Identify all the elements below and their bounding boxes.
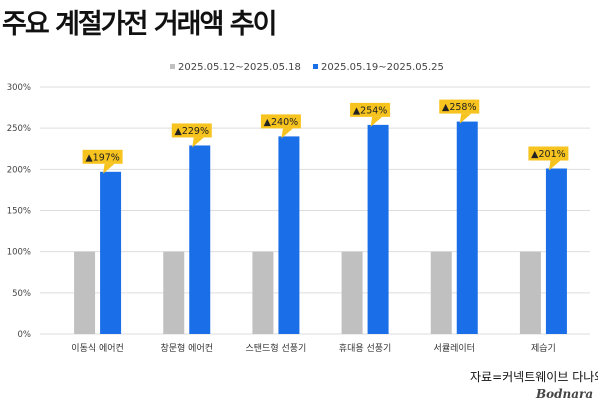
callout-box: [82, 149, 123, 164]
x-axis: 이동식 에어컨 창문형 에어컨 스탠드형 선풍기 휴대용 선풍기 서큘레이터 제습기: [71, 343, 556, 354]
data-label-callouts: ▲197% ▲229% ▲240% ▲254% ▲258% ▲201%: [82, 99, 569, 174]
bar-series-2: [278, 136, 300, 334]
callout-box: [260, 114, 301, 129]
callout-pointer: [192, 137, 204, 148]
callout-box: [439, 99, 480, 114]
y-tick-label: 200%: [7, 165, 31, 175]
x-tick-label: 휴대용 선풍기: [339, 343, 392, 354]
y-tick-label: 50%: [12, 289, 31, 299]
legend-label: 2025.05.12~2025.05.18: [178, 62, 301, 73]
callout-pointer: [459, 113, 472, 124]
x-tick-label: 제습기: [531, 343, 556, 354]
callout-pointer: [281, 128, 293, 139]
bar-series-2: [367, 124, 389, 334]
data-label: ▲229%: [175, 126, 209, 137]
callout-pointer: [370, 116, 383, 127]
watermark-logo: Bodnara: [536, 387, 594, 401]
data-label: ▲201%: [531, 149, 565, 160]
y-tick-label: 250%: [7, 124, 31, 134]
y-tick-label: 0%: [18, 330, 32, 340]
y-tick-label: 300%: [7, 83, 31, 93]
x-tick-label: 이동식 에어컨: [71, 343, 124, 354]
callout-box: [350, 102, 391, 117]
callout-pointer: [103, 163, 115, 174]
bar-series-1: [519, 251, 541, 334]
x-tick-label: 서큘레이터: [434, 343, 475, 354]
bar-series-2: [545, 168, 567, 334]
bar-series-1: [430, 251, 452, 334]
legend-label: 2025.05.19~2025.05.25: [321, 62, 444, 73]
y-tick-label: 150%: [7, 207, 31, 217]
data-label: ▲254%: [353, 105, 387, 116]
bar-series-2: [456, 121, 478, 334]
bar-series-2: [100, 171, 122, 334]
data-label: ▲240%: [264, 117, 298, 128]
data-label: ▲197%: [85, 152, 119, 163]
bar-series-1: [163, 251, 185, 334]
legend: 2025.05.12~2025.05.18 2025.05.19~2025.05.…: [170, 62, 444, 73]
x-tick-label: 창문형 에어컨: [160, 343, 213, 354]
x-tick-label: 스탠드형 선풍기: [246, 343, 307, 354]
callout-box: [171, 123, 212, 138]
y-axis: 0% 50% 100% 150% 200% 250% 300%: [7, 83, 31, 340]
bar-series-1: [341, 251, 363, 334]
gridlines: [40, 86, 590, 335]
bars: [74, 121, 567, 334]
page-title: 주요 계절가전 거래액 추이: [2, 9, 277, 40]
bar-series-1: [74, 251, 96, 334]
callout-box: [528, 146, 569, 161]
bar-series-1: [252, 251, 274, 334]
legend-swatch: [170, 64, 175, 69]
data-label: ▲258%: [442, 102, 476, 113]
callout-pointer: [548, 160, 561, 171]
legend-swatch: [313, 64, 318, 69]
y-tick-label: 100%: [7, 248, 31, 258]
bar-series-2: [189, 145, 211, 334]
source-note: 자료=커넥트웨이브 다나와: [470, 370, 598, 384]
